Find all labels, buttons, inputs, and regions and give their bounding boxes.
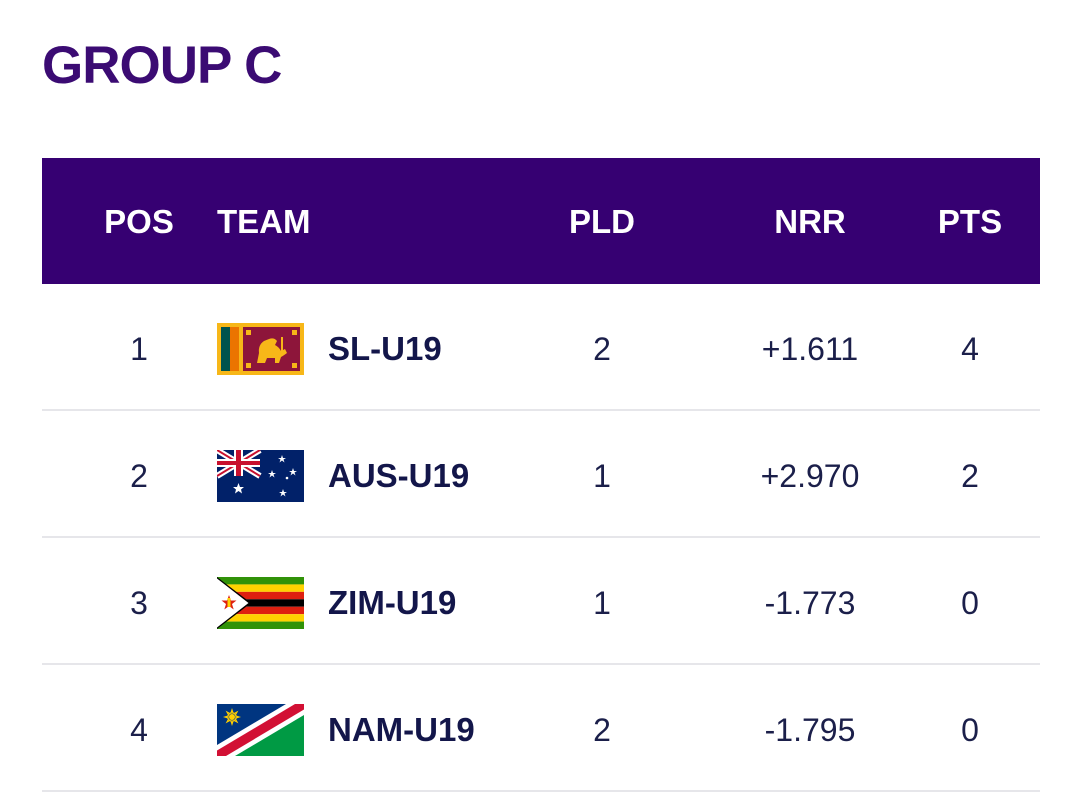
- team-name[interactable]: SL-U19: [328, 330, 442, 367]
- row-pts: 0: [961, 585, 979, 621]
- row-pts: 4: [961, 331, 979, 367]
- table-header: POS TEAM PLD NRR PTS: [42, 158, 1040, 284]
- row-nrr: -1.795: [764, 712, 856, 748]
- row-pts: 2: [961, 458, 979, 494]
- team-name[interactable]: NAM-U19: [328, 711, 475, 748]
- row-pld: 2: [593, 331, 611, 367]
- standings-table: POS TEAM PLD NRR PTS 1 SL-U19 2 +1.611: [42, 158, 1040, 792]
- row-team[interactable]: SL-U19: [217, 284, 547, 409]
- row-pld: 2: [593, 712, 611, 748]
- table-row[interactable]: 4: [42, 665, 1040, 792]
- row-nrr: +2.970: [760, 458, 860, 494]
- row-team[interactable]: AUS-U19: [217, 411, 547, 536]
- australia-flag-icon: [217, 450, 304, 502]
- header-pld: PLD: [569, 203, 635, 240]
- row-pos: 3: [130, 585, 148, 621]
- row-nrr: +1.611: [761, 331, 859, 367]
- namibia-flag-icon: [217, 704, 304, 756]
- team-name[interactable]: AUS-U19: [328, 457, 470, 494]
- zimbabwe-flag-icon: [217, 577, 304, 629]
- header-pos: POS: [104, 203, 174, 240]
- row-pos: 2: [130, 458, 148, 494]
- row-nrr: -1.773: [764, 585, 856, 621]
- row-pld: 1: [593, 585, 611, 621]
- header-pts: PTS: [937, 203, 1003, 240]
- header-nrr: NRR: [774, 203, 846, 240]
- row-pos: 4: [130, 712, 148, 748]
- header-team: TEAM: [217, 203, 311, 240]
- table-row[interactable]: 1 SL-U19 2 +1.611 4: [42, 284, 1040, 411]
- row-team[interactable]: ZIM-U19: [217, 538, 547, 663]
- row-pld: 1: [593, 458, 611, 494]
- row-pts: 0: [961, 712, 979, 748]
- sri-lanka-flag-icon: [217, 323, 304, 375]
- team-name[interactable]: ZIM-U19: [328, 584, 457, 621]
- group-title: GROUP C: [42, 36, 282, 95]
- row-team[interactable]: NAM-U19: [217, 665, 547, 790]
- table-row[interactable]: 3 ZIM-U19 1 -1.773 0: [42, 538, 1040, 665]
- table-row[interactable]: 2 AUS-U19 1 +2.: [42, 411, 1040, 538]
- row-pos: 1: [130, 331, 148, 367]
